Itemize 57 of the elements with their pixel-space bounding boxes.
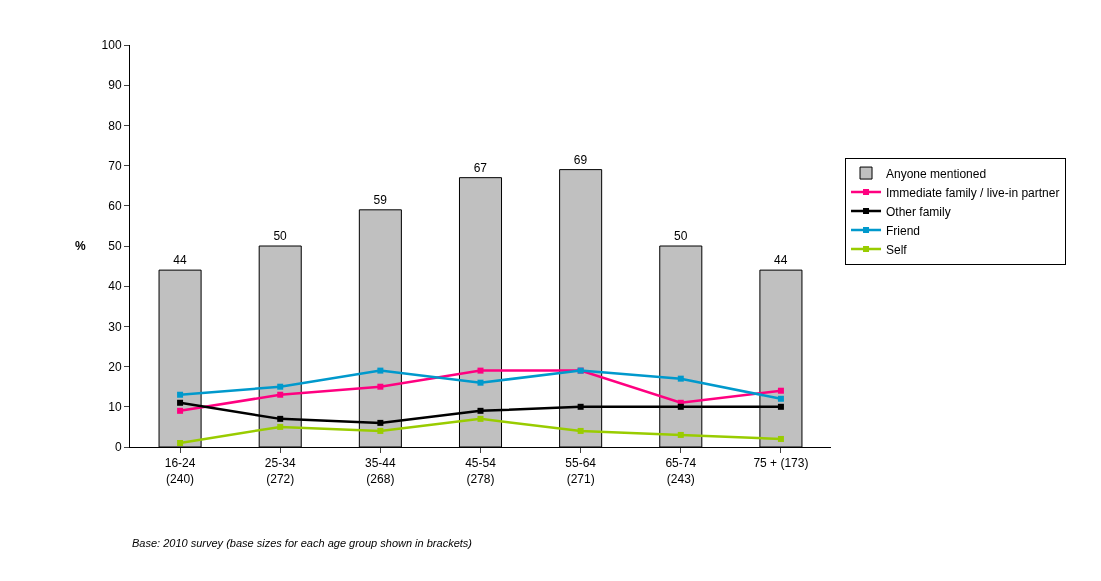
legend-label: Friend xyxy=(886,223,921,238)
point xyxy=(277,391,284,398)
point xyxy=(177,399,184,406)
point xyxy=(677,375,684,382)
point xyxy=(777,387,784,394)
data-label: 50 xyxy=(673,229,688,243)
point xyxy=(477,379,484,386)
point xyxy=(177,439,184,446)
point xyxy=(377,419,384,426)
point xyxy=(477,415,484,422)
data-label: 59 xyxy=(373,192,388,207)
y-tick-label: 90 xyxy=(108,78,122,93)
x-tick-label: 25-34 (272) xyxy=(264,456,296,486)
legend-label: Self xyxy=(886,242,908,257)
data-label: 50 xyxy=(273,229,288,243)
point xyxy=(477,407,484,414)
x-tick-label: 65-74 (243) xyxy=(665,456,697,486)
point xyxy=(577,427,584,434)
x-tick-label: 16-24 (240) xyxy=(164,456,196,486)
y-tick-label: 40 xyxy=(108,279,122,294)
point xyxy=(177,391,184,398)
y-tick-label: 70 xyxy=(108,158,122,173)
y-tick-label: 80 xyxy=(108,118,122,133)
point xyxy=(277,423,284,430)
point xyxy=(677,403,684,410)
point xyxy=(277,415,284,422)
point xyxy=(677,431,684,438)
point xyxy=(277,383,284,390)
point xyxy=(777,403,784,410)
y-tick-label: 10 xyxy=(108,400,122,414)
y-tick-label: 30 xyxy=(108,319,122,334)
data-label: 44 xyxy=(774,253,788,268)
point xyxy=(777,395,784,402)
x-tick-label: 75 + (173) xyxy=(753,456,809,471)
x-tick-label: 35-44 (268) xyxy=(365,456,397,486)
point xyxy=(377,383,384,390)
point xyxy=(777,435,784,442)
data-label: 67 xyxy=(473,160,488,175)
y-tick-label: 20 xyxy=(108,359,122,374)
data-label: 69 xyxy=(573,152,588,167)
point xyxy=(477,367,484,374)
y-tick-label: 50 xyxy=(108,239,122,254)
y-axis-title: % xyxy=(75,239,86,253)
point xyxy=(577,403,584,410)
legend-label: Anyone mentioned xyxy=(886,166,987,181)
point xyxy=(377,367,384,374)
legend-label: Other family xyxy=(886,204,951,219)
legend-label: Immediate family / live-in partner xyxy=(886,185,1060,200)
x-tick-label: 45-54 (278) xyxy=(465,456,497,486)
data-label: 44 xyxy=(173,253,187,268)
y-tick-label: 100 xyxy=(101,38,122,53)
x-tick-label: 55-64 (271) xyxy=(565,456,597,486)
text: Base: 2010 survey (base sizes for each age group shown in brackets) xyxy=(132,537,473,549)
y-tick-label: 60 xyxy=(108,199,122,213)
y-tick-label: 0 xyxy=(114,440,122,455)
point xyxy=(377,427,384,434)
point xyxy=(177,407,184,414)
